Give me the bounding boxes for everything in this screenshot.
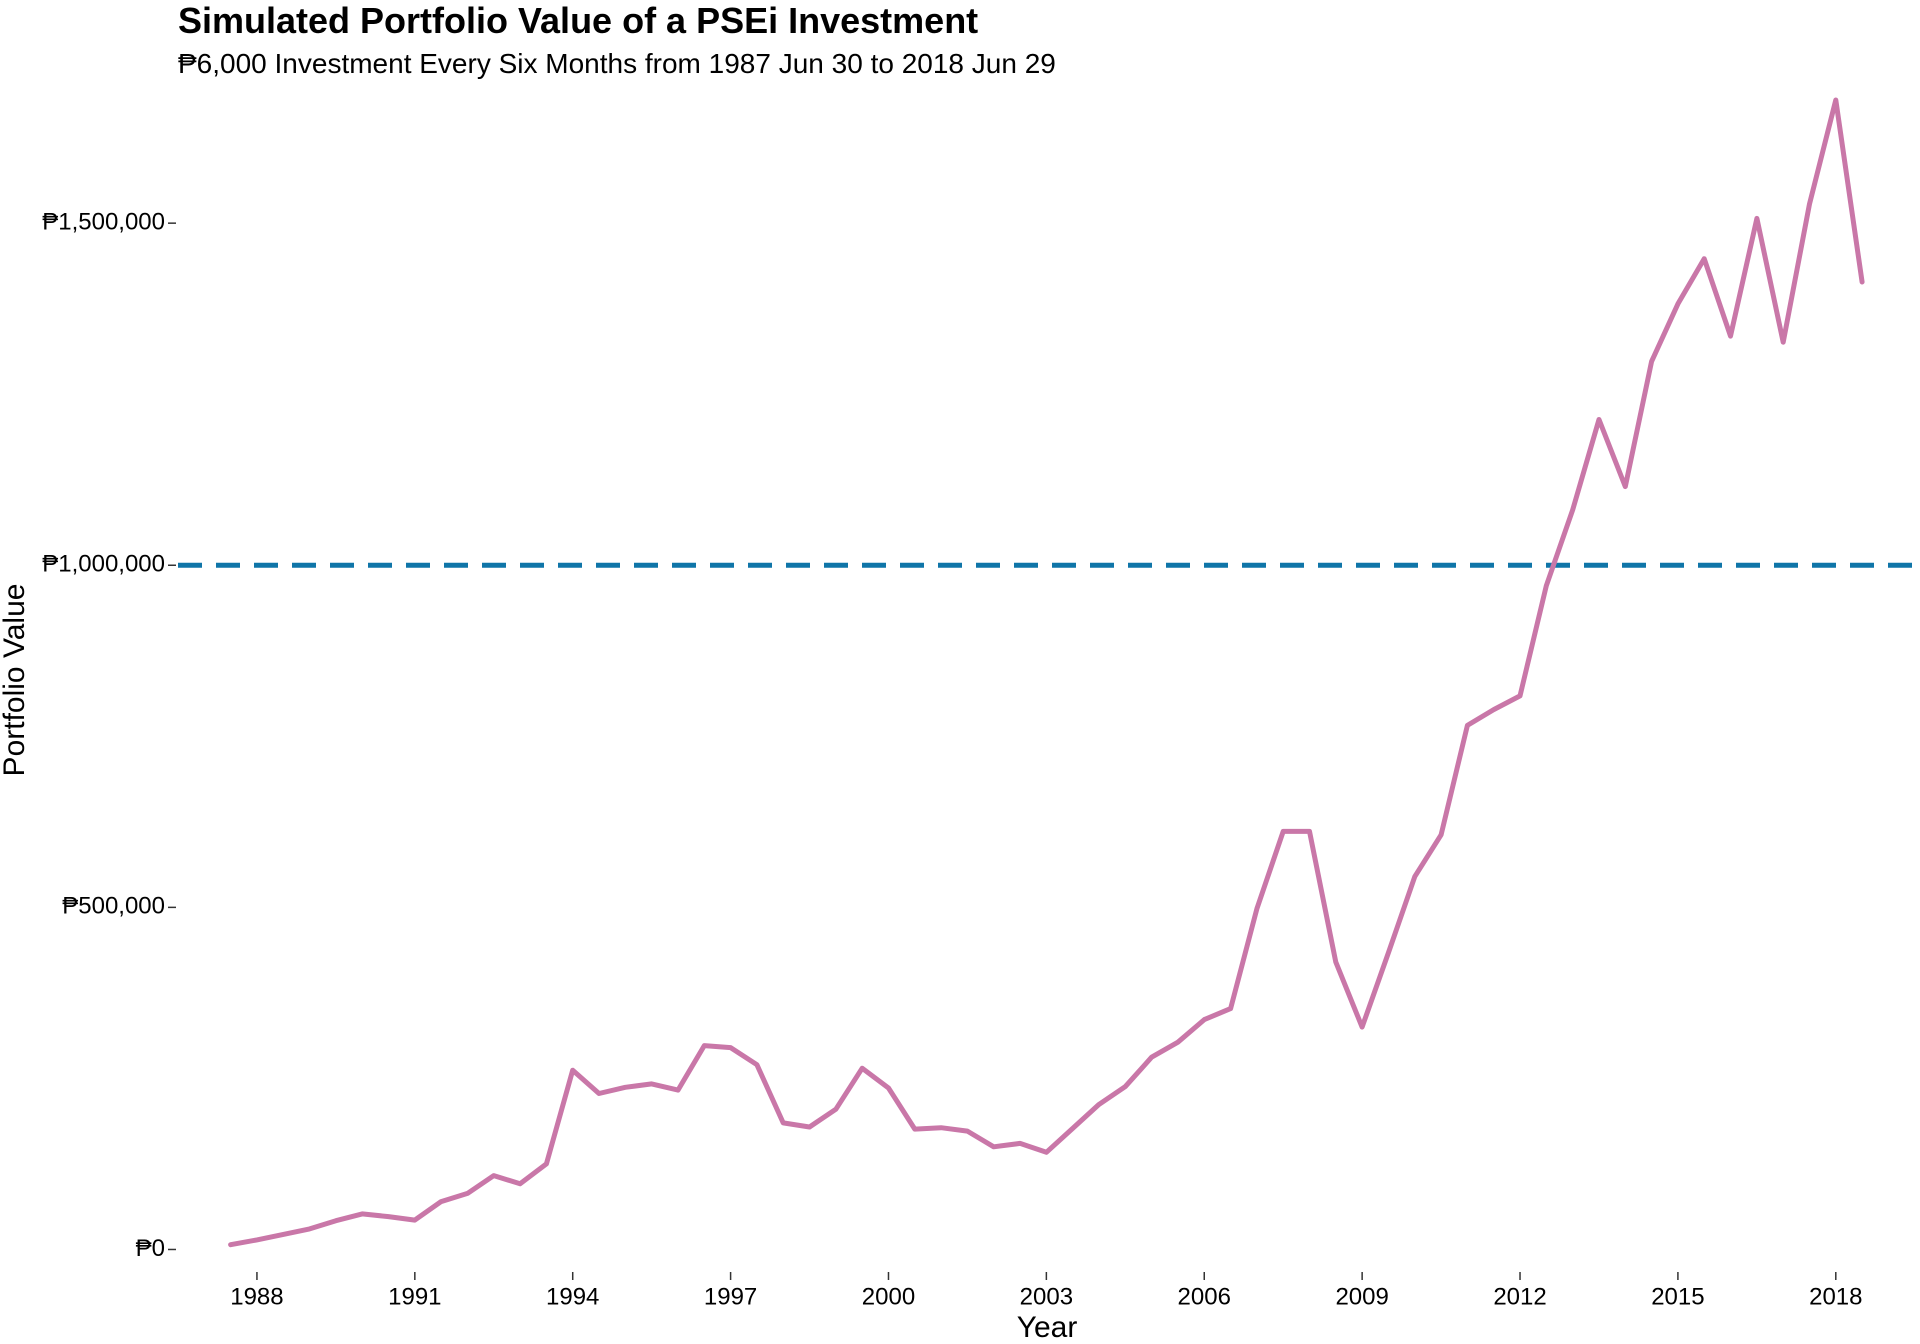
x-tick-label: 1988 <box>230 1283 283 1310</box>
x-tick-label: 2009 <box>1335 1283 1388 1310</box>
x-tick-label: 1997 <box>704 1283 757 1310</box>
x-tick-label: 1994 <box>546 1283 599 1310</box>
x-axis-ticks: 1988 1991 1994 1997 2000 2003 2006 2009 2012 2015… <box>230 1272 1862 1310</box>
x-tick-label: 2015 <box>1651 1283 1704 1310</box>
series-layer <box>228 97 1865 1248</box>
x-tick-label: 2012 <box>1493 1283 1546 1310</box>
series-line <box>228 97 1865 1248</box>
y-tick-label: ₱1,000,000 <box>42 551 165 578</box>
chart-title: Simulated Portfolio Value of a PSEi Inve… <box>178 0 979 41</box>
y-tick-label: ₱500,000 <box>62 893 165 920</box>
x-axis-title: Year <box>1017 1311 1078 1344</box>
chart-subtitle: ₱6,000 Investment Every Six Months from … <box>178 48 1056 79</box>
x-tick-label: 2000 <box>862 1283 915 1310</box>
x-tick-label: 2006 <box>1178 1283 1231 1310</box>
x-tick-label: 1991 <box>388 1283 441 1310</box>
y-tick-label: ₱1,500,000 <box>42 209 165 236</box>
y-axis-title: Portfolio Value <box>0 584 31 777</box>
x-tick-label: 2003 <box>1020 1283 1073 1310</box>
x-tick-label: 2018 <box>1809 1283 1862 1310</box>
y-axis-ticks: ₱0 ₱500,000 ₱1,000,000 ₱1,500,000 <box>42 209 176 1262</box>
y-tick-label: ₱0 <box>136 1235 165 1262</box>
